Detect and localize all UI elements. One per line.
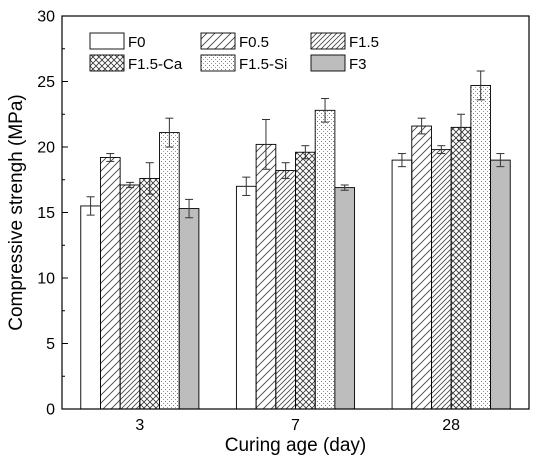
bar-F1.5-28 <box>431 149 452 410</box>
bar-F0-7 <box>235 185 257 410</box>
legend-item: F1.5 <box>310 32 379 51</box>
errorbars-layer <box>86 70 505 219</box>
errorbar-F0-7 <box>242 176 251 196</box>
legend-item: F0.5 <box>200 32 269 51</box>
errorbar-F1.5-Ca-28 <box>457 113 466 141</box>
errorbar-F0.5-7 <box>261 118 270 170</box>
errorbar-F1.5-28 <box>437 145 446 155</box>
errorbar-F3-28 <box>496 153 505 168</box>
bar-F1.5-Si-3 <box>159 132 180 410</box>
errorbar-F0-28 <box>397 153 406 168</box>
bar-F0-28 <box>391 159 413 410</box>
y-axis-title: Compressive strengh (MPa) <box>6 94 27 331</box>
bar-F1.5-3 <box>119 184 141 410</box>
legend-item: F0 <box>89 32 146 51</box>
bar-F1.5-Si-7 <box>314 109 336 410</box>
legend-label: F1.5 <box>349 34 379 51</box>
bar-F0.5-7 <box>255 143 277 410</box>
y-axis: 0 5 10 15 20 25 30 <box>37 9 68 419</box>
errorbar-F1.5-3 <box>125 181 134 189</box>
legend-swatch <box>200 32 236 50</box>
y-tick-label: 25 <box>37 74 55 91</box>
legend-swatch <box>310 54 346 72</box>
errorbar-F1.5-Si-28 <box>476 70 485 101</box>
bar-F3-28 <box>490 159 511 410</box>
bar-F1.5-Si-28 <box>470 84 492 410</box>
bar-F1.5-Ca-7 <box>295 151 316 410</box>
legend-item: F1.5-Ca <box>89 54 183 73</box>
legend-label: F0.5 <box>239 34 269 51</box>
bar-F1.5-Ca-3 <box>139 177 160 410</box>
errorbar-F1.5-Si-7 <box>321 98 330 123</box>
y-tick-label: 30 <box>37 9 55 26</box>
errorbar-F0.5-3 <box>106 153 115 162</box>
y-tick-label: 20 <box>37 140 55 157</box>
x-tick-label: 28 <box>442 417 460 434</box>
bar-F1.5-7 <box>275 170 296 410</box>
errorbar-F3-7 <box>340 184 349 191</box>
x-tick-label: 3 <box>135 417 144 434</box>
y-tick-label: 10 <box>37 271 55 288</box>
y-tick-label: 5 <box>46 336 55 353</box>
bar-F1.5-Ca-28 <box>450 126 472 410</box>
y-tick-label: 0 <box>46 402 55 419</box>
y-tick-label: 15 <box>37 205 55 222</box>
legend: F0 F0.5 F1.5 F1.5-Ca F1.5-Si F3 <box>89 32 379 73</box>
legend-label: F1.5-Si <box>239 56 287 73</box>
bar-F3-3 <box>178 208 200 410</box>
errorbar-F0.5-28 <box>417 117 426 135</box>
bar-F3-7 <box>334 187 356 410</box>
legend-swatch <box>310 32 346 50</box>
legend-item: F1.5-Si <box>200 54 287 73</box>
bars-layer <box>80 84 511 410</box>
errorbar-F3-3 <box>185 198 194 219</box>
errorbar-F1.5-Ca-3 <box>145 162 154 195</box>
legend-label: F0 <box>128 34 146 51</box>
x-axis-title: Curing age (day) <box>225 435 367 456</box>
errorbar-F1.5-Ca-7 <box>301 145 310 160</box>
errorbar-F1.5-Si-3 <box>165 117 174 148</box>
legend-label: F3 <box>349 56 367 73</box>
legend-swatch <box>89 54 125 72</box>
x-tick-label: 7 <box>291 417 300 434</box>
errorbar-F1.5-7 <box>281 162 290 179</box>
errorbar-F0-3 <box>86 196 95 216</box>
legend-swatch <box>89 32 125 50</box>
legend-label: F1.5-Ca <box>128 56 183 73</box>
bar-F0.5-3 <box>99 157 121 410</box>
bar-F0-3 <box>80 205 101 410</box>
legend-item: F3 <box>310 54 367 73</box>
legend-swatch <box>200 54 236 72</box>
bar-F0.5-28 <box>411 125 432 410</box>
x-axis: 3 7 28 <box>135 403 460 434</box>
